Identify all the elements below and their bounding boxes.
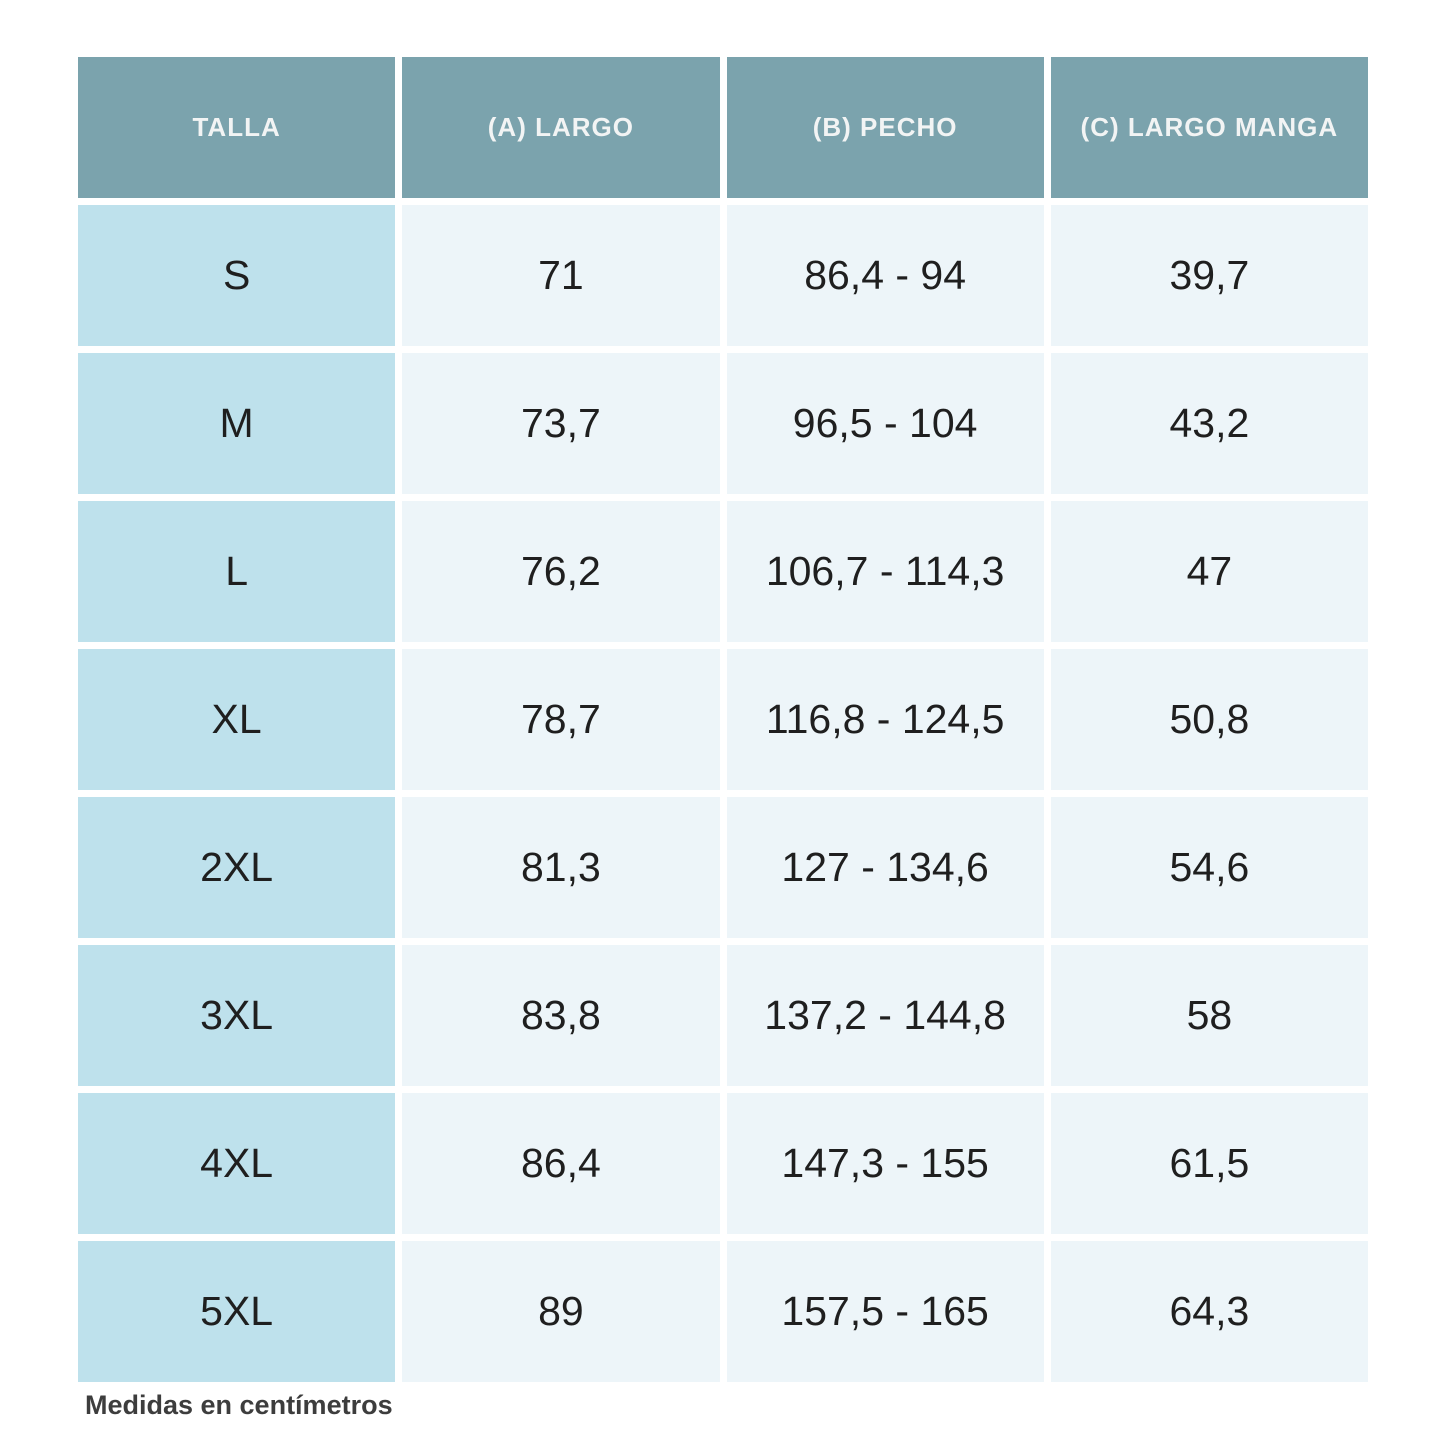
pecho-cell: 147,3 - 155 — [726, 1093, 1044, 1234]
size-cell: 4XL — [78, 1093, 396, 1234]
size-cell: 5XL — [78, 1241, 396, 1382]
manga-cell: 64,3 — [1050, 1241, 1368, 1382]
pecho-cell: 116,8 - 124,5 — [726, 649, 1044, 790]
size-cell: 3XL — [78, 945, 396, 1086]
largo-cell: 89 — [402, 1241, 720, 1382]
pecho-cell: 106,7 - 114,3 — [726, 501, 1044, 642]
pecho-cell: 137,2 - 144,8 — [726, 945, 1044, 1086]
size-cell: L — [78, 501, 396, 642]
pecho-cell: 96,5 - 104 — [726, 353, 1044, 494]
largo-cell: 76,2 — [402, 501, 720, 642]
manga-cell: 61,5 — [1050, 1093, 1368, 1234]
pecho-cell: 86,4 - 94 — [726, 205, 1044, 346]
manga-cell: 58 — [1050, 945, 1368, 1086]
manga-cell: 43,2 — [1050, 353, 1368, 494]
largo-cell: 71 — [402, 205, 720, 346]
units-footnote: Medidas en centímetros — [85, 1390, 393, 1420]
size-cell: 2XL — [78, 797, 396, 938]
column-header-pecho: (B) PECHO — [726, 57, 1044, 198]
largo-cell: 73,7 — [402, 353, 720, 494]
column-header-largo: (A) LARGO — [402, 57, 720, 198]
size-chart-table: TALLA (A) LARGO (B) PECHO (C) LARGO MANG… — [78, 57, 1368, 1382]
manga-cell: 39,7 — [1050, 205, 1368, 346]
manga-cell: 50,8 — [1050, 649, 1368, 790]
pecho-cell: 127 - 134,6 — [726, 797, 1044, 938]
largo-cell: 86,4 — [402, 1093, 720, 1234]
largo-cell: 78,7 — [402, 649, 720, 790]
size-cell: S — [78, 205, 396, 346]
size-cell: XL — [78, 649, 396, 790]
size-cell: M — [78, 353, 396, 494]
column-header-talla: TALLA — [78, 57, 396, 198]
largo-cell: 81,3 — [402, 797, 720, 938]
largo-cell: 83,8 — [402, 945, 720, 1086]
manga-cell: 47 — [1050, 501, 1368, 642]
column-header-largo-manga: (C) LARGO MANGA — [1050, 57, 1368, 198]
pecho-cell: 157,5 - 165 — [726, 1241, 1044, 1382]
manga-cell: 54,6 — [1050, 797, 1368, 938]
